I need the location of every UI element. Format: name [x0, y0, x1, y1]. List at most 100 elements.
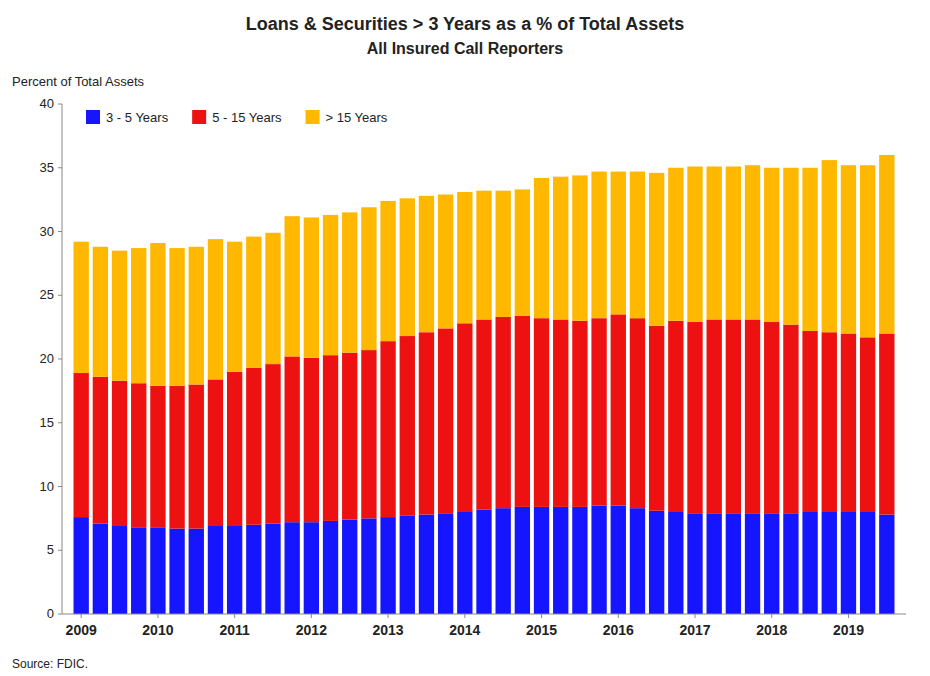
bar-segment	[189, 529, 204, 614]
y-tick	[58, 614, 62, 615]
bar-segment	[822, 512, 837, 614]
bar-segment	[553, 507, 568, 614]
y-tick-label: 15	[40, 415, 54, 430]
bar-segment	[361, 350, 376, 518]
bar-segment	[265, 523, 280, 614]
bar-segment	[802, 168, 817, 331]
bar-segment	[304, 522, 319, 614]
bar-segment	[841, 334, 856, 513]
bar-segment	[649, 511, 664, 614]
bar-segment	[611, 314, 626, 505]
bar-segment	[591, 506, 606, 614]
bar-segment	[227, 242, 242, 372]
bar-segment	[400, 198, 415, 336]
x-tick	[464, 614, 465, 618]
bar-segment	[802, 331, 817, 512]
bar-segment	[783, 168, 798, 325]
bar-segment	[707, 319, 722, 513]
y-tick-label: 20	[40, 351, 54, 366]
legend-item: > 15 Years	[306, 110, 388, 125]
bar-segment	[687, 166, 702, 322]
bar-segment	[323, 215, 338, 355]
legend-label: > 15 Years	[326, 110, 388, 125]
bar-segment	[630, 318, 645, 508]
x-tick	[81, 614, 82, 618]
x-tick	[771, 614, 772, 618]
y-tick-label: 10	[40, 479, 54, 494]
bar-segment	[342, 212, 357, 352]
bar-segment	[419, 332, 434, 514]
bar-segment	[841, 512, 856, 614]
legend-swatch	[306, 110, 320, 124]
x-tick-label: 2017	[679, 622, 710, 638]
x-tick-label: 2012	[296, 622, 327, 638]
bar-segment	[496, 317, 511, 508]
x-tick-label: 2010	[142, 622, 173, 638]
bar-segment	[879, 334, 894, 515]
bar-segment	[822, 160, 837, 332]
y-tick	[58, 167, 62, 168]
bar-segment	[668, 321, 683, 512]
bar-segment	[457, 192, 472, 323]
x-tick-label: 2014	[449, 622, 480, 638]
bar-segment	[74, 517, 89, 614]
x-tick	[157, 614, 158, 618]
bar-segment	[860, 512, 875, 614]
y-tick	[58, 359, 62, 360]
legend-item: 5 - 15 Years	[192, 110, 282, 125]
bar-segment	[342, 353, 357, 520]
bar-segment	[745, 165, 760, 319]
y-tick	[58, 104, 62, 105]
bar-segment	[169, 529, 184, 614]
bar-segment	[630, 508, 645, 614]
bar-segment	[265, 233, 280, 364]
bar-segment	[611, 506, 626, 614]
bar-segment	[400, 336, 415, 516]
bar-segment	[534, 507, 549, 614]
bar-segment	[764, 513, 779, 614]
bar-segment	[476, 319, 491, 509]
bar-segment	[438, 195, 453, 329]
x-tick	[234, 614, 235, 618]
bar-segment	[323, 355, 338, 521]
bar-segment	[419, 196, 434, 332]
bar-segment	[131, 248, 146, 383]
bar-segment	[783, 513, 798, 614]
bar-segment	[131, 527, 146, 614]
legend-label: 3 - 5 Years	[106, 110, 169, 125]
bars	[74, 155, 895, 614]
bar-segment	[208, 239, 223, 379]
bar-segment	[208, 526, 223, 614]
chart: Loans & Securities > 3 Years as a % of T…	[0, 0, 930, 676]
bar-segment	[285, 522, 300, 614]
bar-segment	[515, 316, 530, 507]
series	[74, 155, 895, 386]
bar-segment	[764, 322, 779, 513]
bar-segment	[707, 166, 722, 319]
bar-segment	[457, 323, 472, 512]
bar-segment	[687, 513, 702, 614]
axes: 0510152025303540200920102011201220132014…	[40, 96, 906, 638]
source-note: Source: FDIC.	[12, 657, 88, 671]
bar-segment	[112, 251, 127, 381]
bar-segment	[361, 518, 376, 614]
bar-segment	[150, 386, 165, 528]
bar-segment	[515, 189, 530, 315]
bar-segment	[745, 319, 760, 513]
bar-segment	[496, 508, 511, 614]
bar-segment	[93, 247, 108, 377]
x-tick	[311, 614, 312, 618]
legend-item: 3 - 5 Years	[86, 110, 169, 125]
bar-segment	[822, 332, 837, 512]
bar-segment	[879, 155, 894, 334]
bar-segment	[246, 368, 261, 525]
bar-segment	[380, 517, 395, 614]
bar-segment	[323, 521, 338, 614]
bar-segment	[208, 379, 223, 526]
x-tick	[848, 614, 849, 618]
bar-segment	[611, 172, 626, 315]
x-tick-label: 2009	[66, 622, 97, 638]
legend-swatch	[86, 110, 100, 124]
y-tick	[58, 550, 62, 551]
bar-segment	[265, 364, 280, 523]
